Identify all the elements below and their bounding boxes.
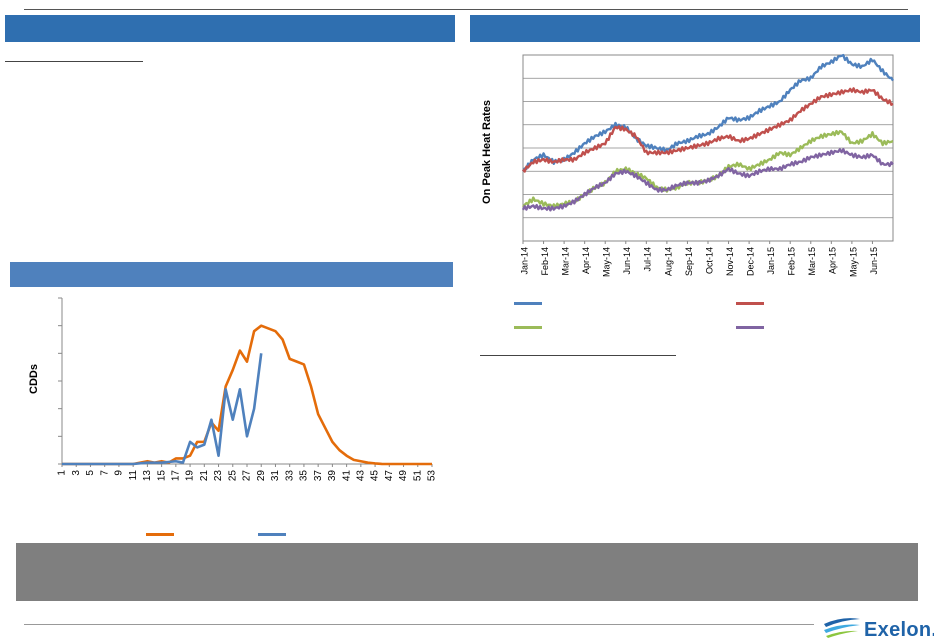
x-tick-label: Jan-15 <box>766 247 776 275</box>
brand-name: Exelon. <box>864 619 934 641</box>
x-tick-label: 35 <box>299 470 310 482</box>
x-tick-label: Apr-14 <box>581 247 591 274</box>
x-tick-label: Jun-14 <box>622 247 632 275</box>
legend-swatch-purple <box>736 326 764 329</box>
x-tick-label: Apr-15 <box>828 247 838 274</box>
x-tick-label: 51 <box>412 470 423 482</box>
x-tick-label: Sep-14 <box>684 247 694 276</box>
x-tick-label: 29 <box>256 470 267 482</box>
x-tick-label: Jan-14 <box>519 247 529 275</box>
x-tick-label: 17 <box>170 470 181 482</box>
x-tick-label: 21 <box>199 470 210 482</box>
x-tick-label: Dec-14 <box>745 247 755 276</box>
x-tick-label: 13 <box>142 470 153 482</box>
left-top-banner <box>5 15 455 42</box>
x-tick-label: 53 <box>427 470 438 482</box>
right-section-underline <box>480 355 676 356</box>
x-tick-label: 19 <box>185 470 196 482</box>
legend-swatch-blue-cdd <box>258 533 286 536</box>
right-top-banner <box>470 15 920 42</box>
x-tick-label: 3 <box>71 470 82 476</box>
legend-swatch-blue <box>514 302 542 305</box>
x-tick-label: Jul-14 <box>643 247 653 272</box>
legend-swatch-orange <box>146 533 174 536</box>
left-section-underline <box>5 61 143 62</box>
x-tick-label: 33 <box>284 470 295 482</box>
legend-swatch-green <box>514 326 542 329</box>
x-tick-label: Jun-15 <box>869 247 879 275</box>
x-tick-label: 23 <box>213 470 224 482</box>
x-tick-label: May-14 <box>602 247 612 277</box>
x-tick-label: 43 <box>355 470 366 482</box>
series-line <box>62 324 432 466</box>
summary-box <box>16 543 918 601</box>
x-tick-label: 5 <box>85 470 96 476</box>
x-tick-label: May-15 <box>848 247 858 277</box>
heat-rate-y-axis-title: On Peak Heat Rates <box>481 100 493 204</box>
series-line <box>62 353 263 466</box>
x-tick-label: 31 <box>270 470 281 482</box>
left-mid-banner <box>10 262 453 287</box>
cdd-y-axis-title: CDDs <box>28 364 40 394</box>
x-tick-label: 37 <box>313 470 324 482</box>
heat-rate-chart: Jan-14 Feb-14 Mar-14 Apr-14 May-14 Jun-14 Jul-… <box>519 53 895 277</box>
x-tick-label: Feb-15 <box>787 247 797 276</box>
x-tick-label: Feb-14 <box>540 247 550 276</box>
x-tick-label: 27 <box>242 470 253 482</box>
x-tick-label: Nov-14 <box>725 247 735 276</box>
x-tick-label: Mar-15 <box>807 247 817 276</box>
cdd-chart: 1 3 5 7 9 11 13 15 17 19 21 23 25 27 29 31 33 35 37 39 41 43 4… <box>57 297 438 482</box>
series-line <box>521 148 894 212</box>
x-tick-label: 39 <box>327 470 338 482</box>
x-tick-label: 15 <box>156 470 167 482</box>
x-tick-label: 49 <box>398 470 409 482</box>
x-tick-label: 47 <box>384 470 395 482</box>
x-tick-label: 45 <box>370 470 381 482</box>
x-tick-label: Mar-14 <box>560 247 570 276</box>
x-tick-label: 41 <box>341 470 352 482</box>
series-line <box>522 87 894 173</box>
x-tick-label: Oct-14 <box>704 247 714 274</box>
series-line <box>521 53 895 172</box>
x-tick-label: 7 <box>99 470 110 476</box>
x-tick-label: Aug-14 <box>663 247 673 276</box>
legend-swatch-red <box>736 302 764 305</box>
x-tick-label: 25 <box>227 470 238 482</box>
top-rule <box>24 9 908 10</box>
x-tick-label: 9 <box>114 470 125 476</box>
x-tick-label: 11 <box>128 470 139 481</box>
x-tick-label: 1 <box>57 470 68 476</box>
exelon-swoosh-icon <box>824 618 860 638</box>
bottom-rule <box>24 624 814 625</box>
